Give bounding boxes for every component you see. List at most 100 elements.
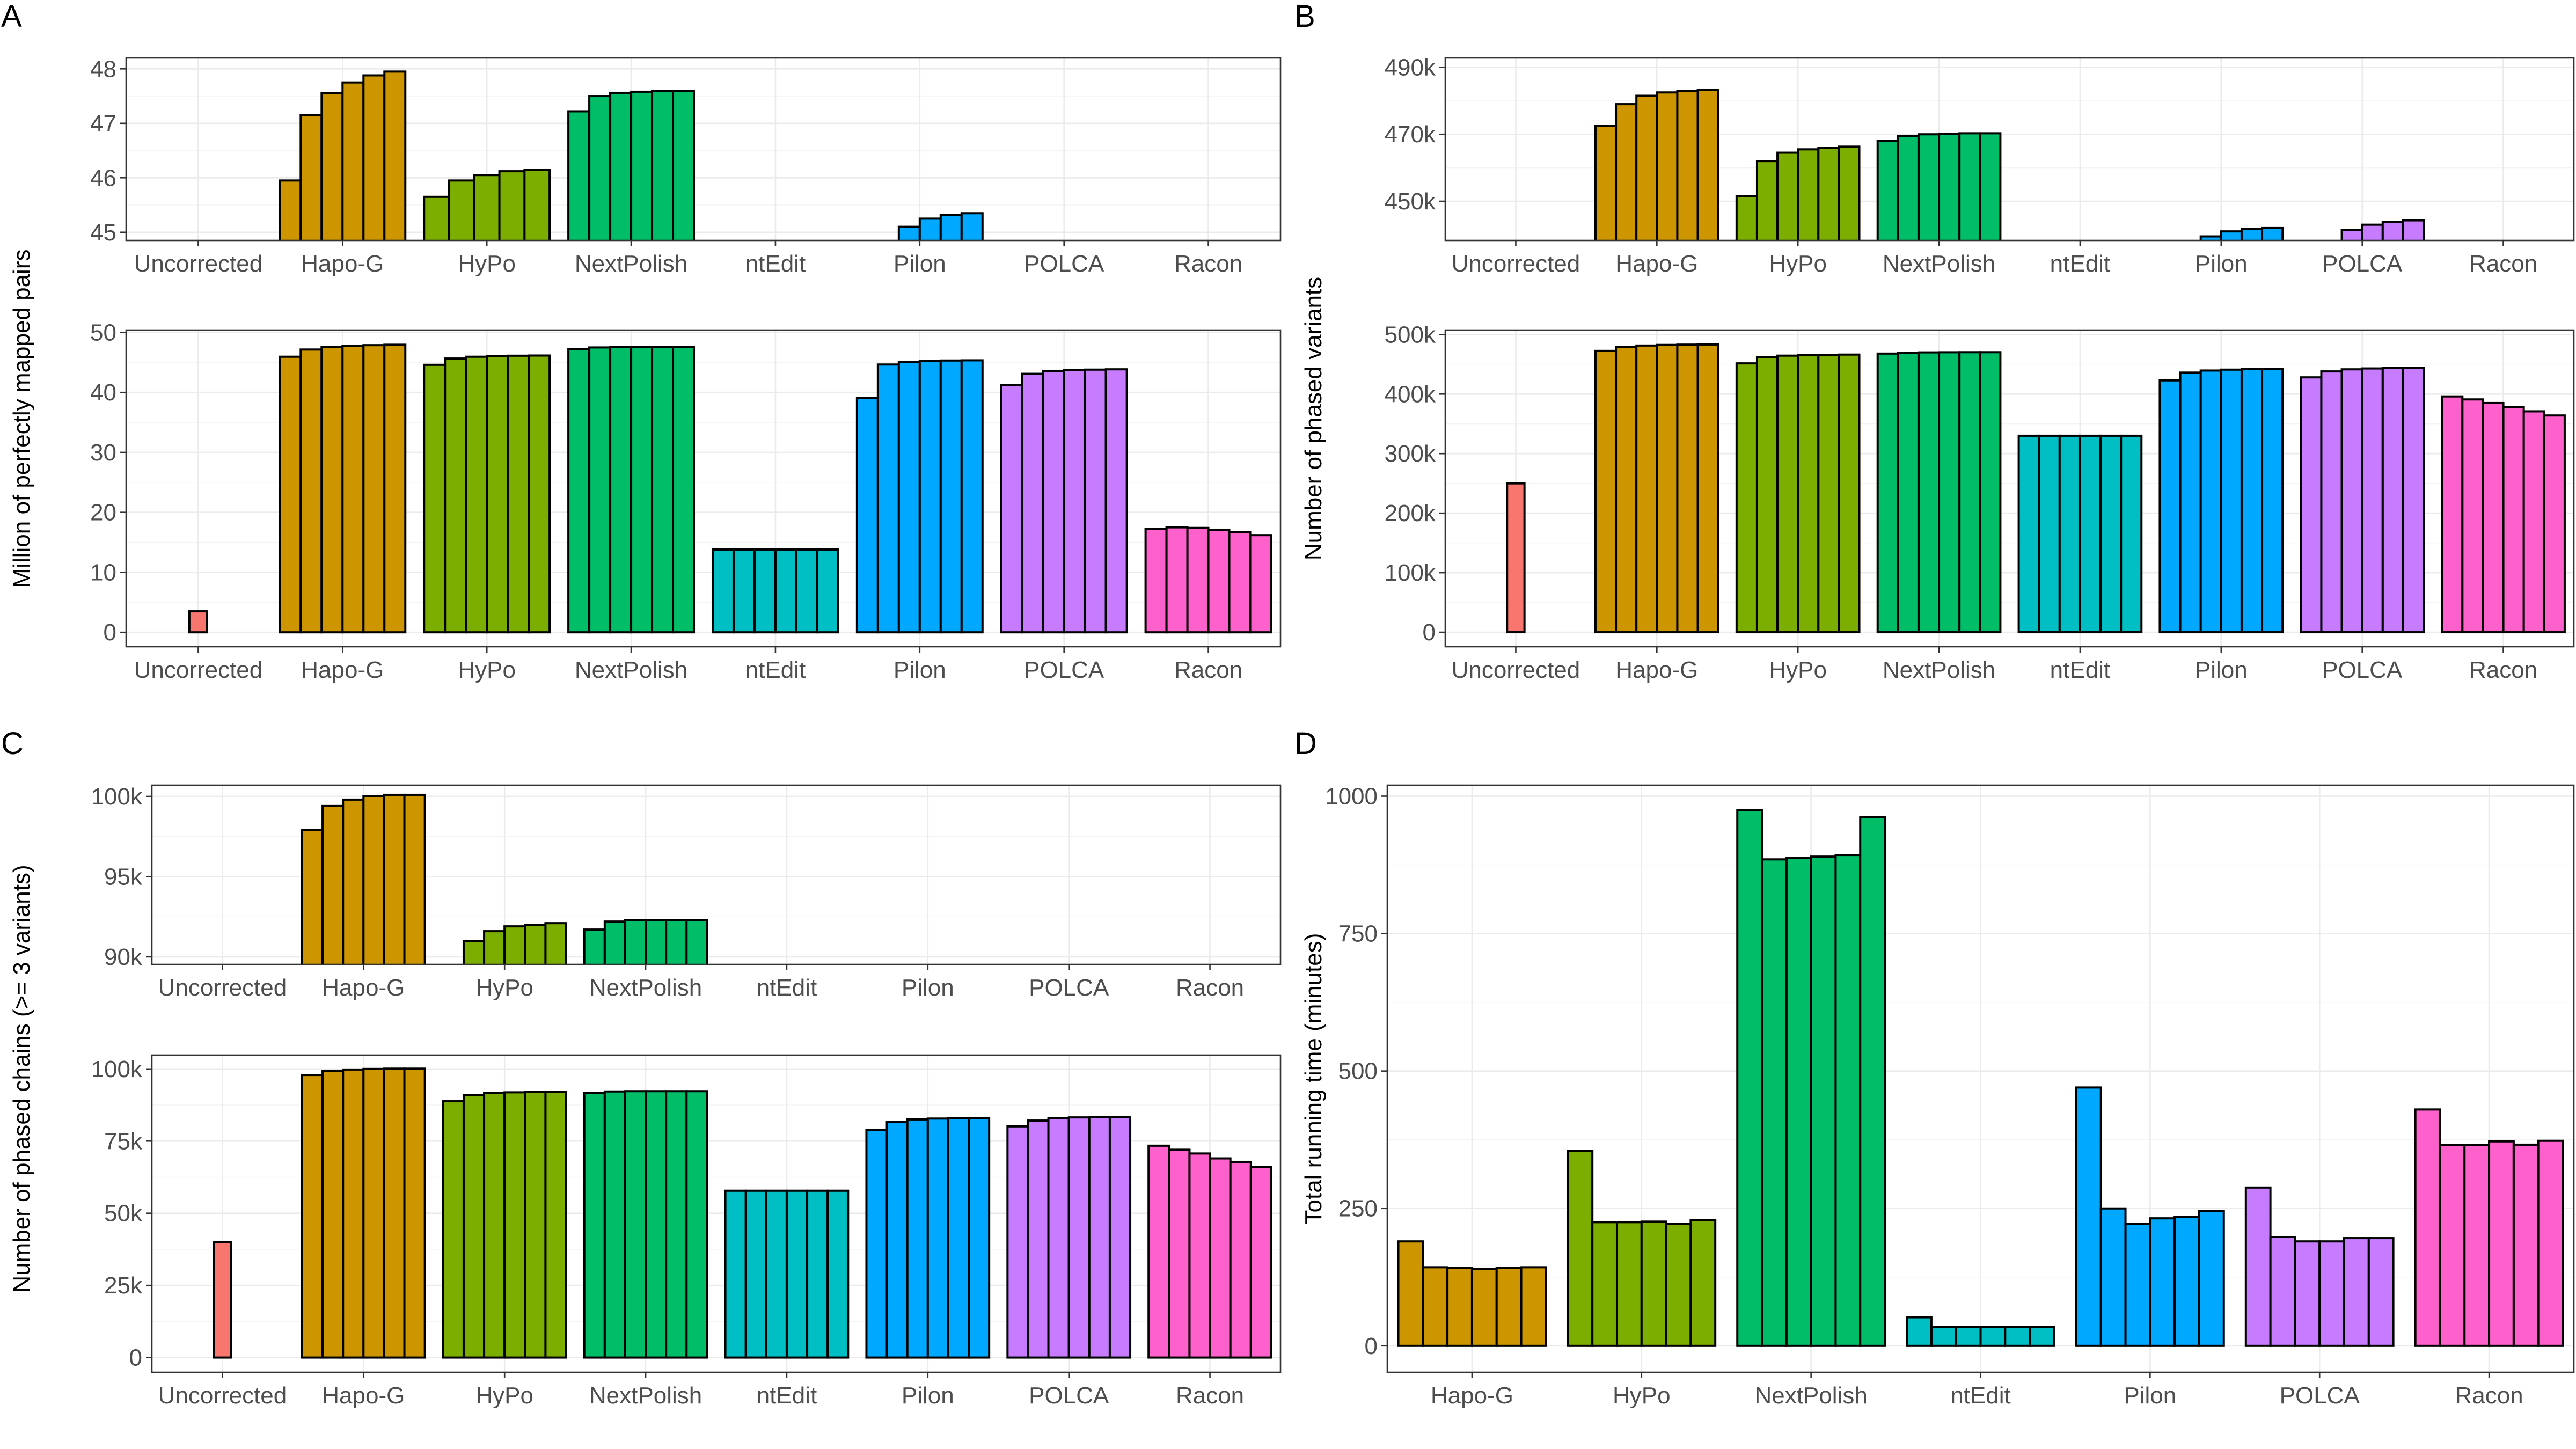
x-tick-label: POLCA xyxy=(1029,1382,1109,1409)
bar-nextpolish-2 xyxy=(603,1090,626,1359)
bar-nextpolish-5 xyxy=(651,346,675,634)
bar-polca-2 xyxy=(1027,1119,1050,1359)
bar-hapo-g-5 xyxy=(362,74,386,240)
panel-border xyxy=(125,57,1282,241)
bar-hapo-g-2 xyxy=(321,1070,345,1359)
bar-hapo-g-5 xyxy=(1676,90,1699,240)
bars-group xyxy=(188,343,1272,634)
bar-hypo-3 xyxy=(1776,354,1799,634)
bar-pilon-1 xyxy=(2158,379,2182,634)
x-tick-label: POLCA xyxy=(1024,657,1104,683)
bar-ntedit-6 xyxy=(816,548,839,634)
y-tick-label: 100k xyxy=(91,784,143,810)
x-tick-label: HyPo xyxy=(458,251,516,277)
panel-c-full-plot: 0 25k 50k 75k 100k Uncorrected Hapo-G HyPo NextP… xyxy=(91,1054,1282,1409)
bar-nextpolish-5 xyxy=(1958,351,1981,634)
bar-polca-2 xyxy=(1021,372,1044,634)
bar-polca-1 xyxy=(2300,376,2323,634)
bar-pilon-2 xyxy=(2179,371,2202,634)
bar-nextpolish-4 xyxy=(630,90,654,240)
bar-hypo-6 xyxy=(1838,145,1861,240)
bar-hapo-g-4 xyxy=(362,795,385,964)
bar-nextpolish-2 xyxy=(603,920,626,964)
bar-pilon-5 xyxy=(2240,368,2264,634)
bar-hypo-4 xyxy=(503,925,526,964)
x-tick-label: POLCA xyxy=(1024,251,1104,277)
bar-racon-2 xyxy=(1165,526,1189,634)
bar-nextpolish-5 xyxy=(1834,854,1862,1347)
x-tick-label: POLCA xyxy=(2322,657,2403,683)
x-tick-label: NextPolish xyxy=(1883,657,1995,683)
panel-letter-a: A xyxy=(1,0,22,34)
bar-pilon-6 xyxy=(968,1117,991,1359)
y-tick-label: 75k xyxy=(104,1128,143,1154)
bar-racon-6 xyxy=(2537,1139,2564,1347)
bar-nextpolish-3 xyxy=(1917,351,1941,634)
bar-polca-3 xyxy=(2294,1240,2321,1347)
panel-letter-c: C xyxy=(1,726,24,761)
bar-pilon-2 xyxy=(885,1121,909,1359)
bar-hypo-2 xyxy=(1591,1221,1618,1347)
x-tick-label: Racon xyxy=(2469,251,2537,277)
bar-nextpolish-2 xyxy=(588,346,612,634)
bar-hapo-g-2 xyxy=(299,348,323,634)
x-tick-label: ntEdit xyxy=(2050,251,2111,277)
bar-ntedit-3 xyxy=(1955,1326,1982,1347)
y-tick-label: 200k xyxy=(1385,500,1436,526)
bar-nextpolish-5 xyxy=(665,1090,688,1359)
x-tick-label: ntEdit xyxy=(745,251,806,277)
bar-pilon-6 xyxy=(960,212,984,240)
x-tick-label: Hapo-G xyxy=(301,657,384,683)
bar-hypo-1 xyxy=(1735,195,1758,240)
bar-ntedit-3 xyxy=(753,548,777,634)
x-tick-label: Racon xyxy=(1176,1382,1244,1409)
x-tick-label: Hapo-G xyxy=(1431,1382,1513,1409)
bar-ntedit-1 xyxy=(1906,1316,1933,1347)
bar-pilon-4 xyxy=(2149,1217,2176,1347)
bar-hapo-g-1 xyxy=(1397,1240,1424,1347)
bar-hapo-g-3 xyxy=(342,1068,365,1359)
plots-layer: 45 46 47 48 Uncorrected Hapo-G HyPo NextPolish n… xyxy=(90,54,2575,1409)
bar-racon-1 xyxy=(2414,1108,2441,1347)
x-tick-label: Uncorrected xyxy=(158,1382,287,1409)
bar-hypo-6 xyxy=(544,922,567,964)
y-tick-label: 450k xyxy=(1385,188,1436,215)
bar-polca-1 xyxy=(2244,1186,2272,1347)
bar-nextpolish-6 xyxy=(1859,816,1886,1347)
y-tick-label: 1000 xyxy=(1325,783,1378,809)
x-tick-label: Hapo-G xyxy=(322,1382,405,1409)
bar-polca-3 xyxy=(1042,369,1065,634)
bar-hapo-g-2 xyxy=(299,114,323,240)
bar-polca-6 xyxy=(2367,1237,2395,1347)
bar-pilon-1 xyxy=(855,397,879,634)
x-tick-label: HyPo xyxy=(1769,657,1827,683)
bar-nextpolish-1 xyxy=(567,110,591,240)
x-tick-label: NextPolish xyxy=(589,975,702,1001)
bar-hypo-6 xyxy=(544,1091,567,1359)
bar-pilon-3 xyxy=(897,225,921,240)
bar-hapo-g-5 xyxy=(1495,1267,1523,1347)
bar-hypo-4 xyxy=(1797,354,1820,634)
bar-hypo-4 xyxy=(498,170,526,240)
bar-ntedit-6 xyxy=(2120,434,2143,634)
y-axis-title-d: Total running time (minutes) xyxy=(1300,933,1327,1225)
bar-pilon-3 xyxy=(2199,369,2222,634)
bar-hypo-5 xyxy=(507,354,530,634)
bars-group xyxy=(1594,89,2425,240)
bar-hypo-2 xyxy=(1755,356,1779,634)
bar-hapo-g-4 xyxy=(341,345,365,634)
bar-hapo-g-1 xyxy=(301,1074,324,1359)
bar-polca-2 xyxy=(2269,1236,2296,1347)
x-tick-label: HyPo xyxy=(1769,251,1827,277)
bar-hypo-5 xyxy=(524,1091,547,1359)
x-tick-label: Pilon xyxy=(2124,1382,2176,1409)
x-tick-label: POLCA xyxy=(2322,251,2403,277)
x-tick-label: Uncorrected xyxy=(134,251,263,277)
bar-ntedit-4 xyxy=(2079,434,2102,634)
bar-polca-4 xyxy=(2361,223,2384,240)
y-tick-label: 500 xyxy=(1338,1058,1378,1085)
bar-nextpolish-3 xyxy=(1785,857,1812,1347)
bar-uncorrected xyxy=(1506,482,1526,634)
x-tick-label: Hapo-G xyxy=(301,251,384,277)
